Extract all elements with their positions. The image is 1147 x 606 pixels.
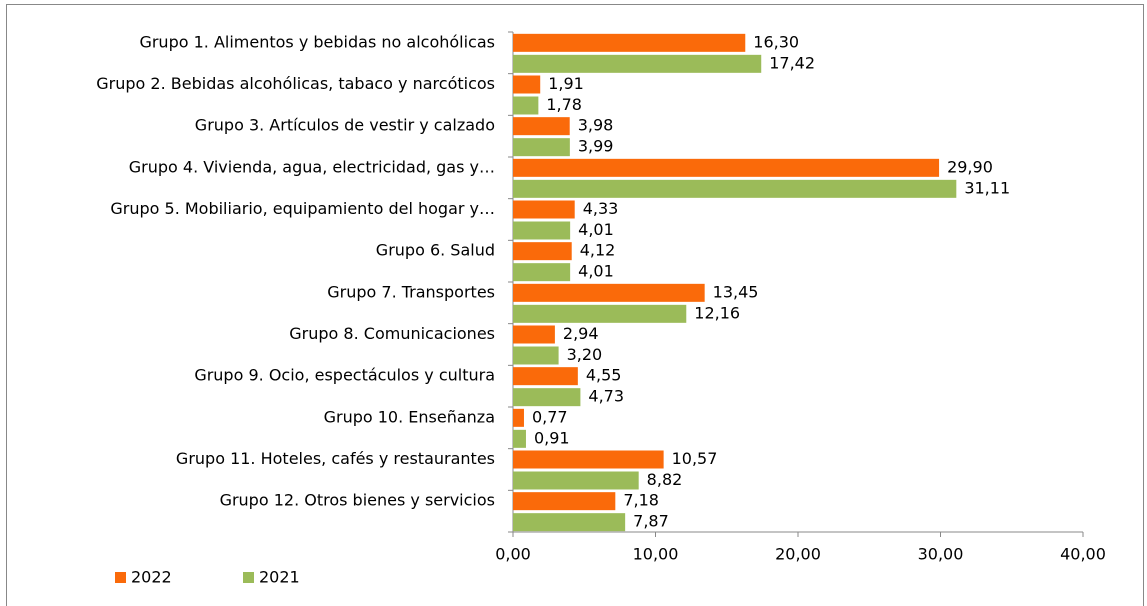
legend-label: 2022 <box>131 568 172 587</box>
value-label: 29,90 <box>947 157 993 176</box>
bar <box>513 471 639 490</box>
bar <box>513 367 578 386</box>
bar <box>513 388 581 407</box>
x-tick-label: 10,00 <box>633 545 679 564</box>
value-label: 4,01 <box>578 220 614 239</box>
bar <box>513 283 705 302</box>
value-label: 2,94 <box>563 324 599 343</box>
y-tick-label: Grupo 1. Alimentos y bebidas no alcohóli… <box>139 32 495 51</box>
value-label: 0,91 <box>534 428 570 447</box>
y-tick-label: Grupo 2. Bebidas alcohólicas, tabaco y n… <box>96 74 495 93</box>
y-tick-label: Grupo 10. Enseñanza <box>324 407 495 426</box>
value-label: 1,78 <box>546 95 582 114</box>
value-label: 3,20 <box>567 345 603 364</box>
legend-label: 2021 <box>259 568 300 587</box>
value-label: 4,33 <box>583 199 619 218</box>
bar <box>513 513 626 532</box>
value-label: 7,87 <box>633 512 669 531</box>
bar <box>513 492 616 511</box>
value-label: 4,73 <box>588 387 624 406</box>
value-label: 10,57 <box>672 449 718 468</box>
x-tick-label: 20,00 <box>775 545 821 564</box>
bar <box>513 450 664 469</box>
bar <box>513 179 957 198</box>
value-label: 4,01 <box>578 262 614 281</box>
y-tick-label: Grupo 4. Vivienda, agua, electricidad, g… <box>129 157 495 176</box>
value-label: 7,18 <box>623 491 659 510</box>
bar <box>513 33 746 52</box>
bar <box>513 429 526 448</box>
value-label: 0,77 <box>532 407 568 426</box>
bar <box>513 158 940 177</box>
bar <box>513 138 570 157</box>
value-label: 31,11 <box>964 178 1010 197</box>
bar <box>513 263 571 282</box>
value-label: 8,82 <box>647 470 683 489</box>
x-tick-label: 30,00 <box>918 545 964 564</box>
legend-swatch <box>243 572 254 583</box>
bar <box>513 75 541 94</box>
value-label: 4,55 <box>586 366 622 385</box>
y-tick-label: Grupo 8. Comunicaciones <box>289 324 495 343</box>
value-label: 3,99 <box>578 137 614 156</box>
value-label: 1,91 <box>548 74 584 93</box>
y-tick-label: Grupo 7. Transportes <box>327 282 495 301</box>
value-label: 16,30 <box>753 32 799 51</box>
legend-swatch <box>115 572 126 583</box>
value-label: 17,42 <box>769 53 815 72</box>
bar <box>513 242 572 261</box>
bar <box>513 96 539 115</box>
bar <box>513 117 570 136</box>
y-tick-label: Grupo 3. Artículos de vestir y calzado <box>195 116 495 135</box>
x-tick-label: 40,00 <box>1060 545 1106 564</box>
bar <box>513 54 762 73</box>
bar <box>513 221 571 240</box>
bar <box>513 304 687 323</box>
bar <box>513 408 524 427</box>
y-tick-label: Grupo 5. Mobiliario, equipamiento del ho… <box>110 199 495 218</box>
y-tick-label: Grupo 6. Salud <box>376 241 495 260</box>
value-label: 3,98 <box>578 116 614 135</box>
bar <box>513 325 555 344</box>
x-tick-label: 0,00 <box>495 545 531 564</box>
value-label: 12,16 <box>694 303 740 322</box>
value-label: 4,12 <box>580 241 616 260</box>
bar <box>513 346 559 365</box>
y-tick-label: Grupo 12. Otros bienes y servicios <box>220 491 495 510</box>
y-tick-label: Grupo 9. Ocio, espectáculos y cultura <box>194 366 495 385</box>
bar <box>513 200 575 219</box>
y-tick-label: Grupo 11. Hoteles, cafés y restaurantes <box>176 449 495 468</box>
value-label: 13,45 <box>713 282 759 301</box>
